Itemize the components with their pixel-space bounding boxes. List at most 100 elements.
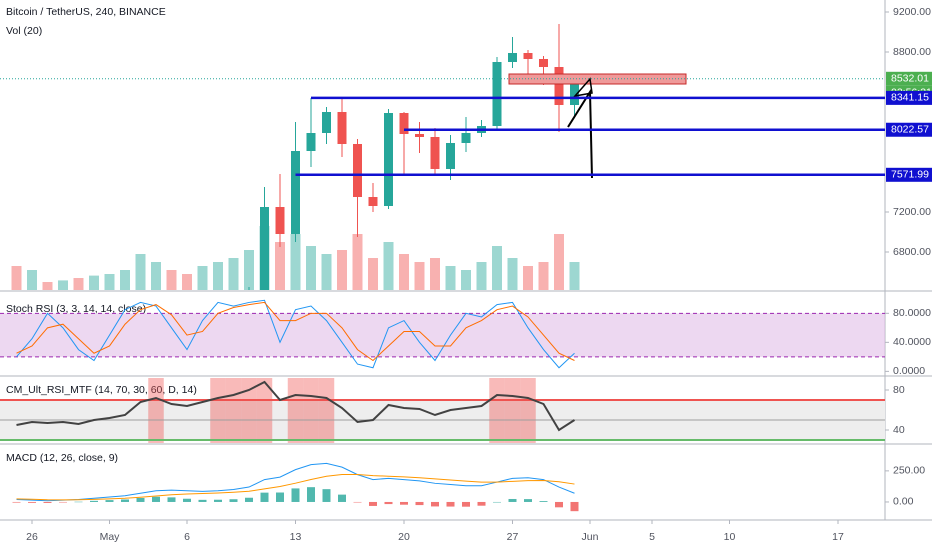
candle-body: [384, 113, 393, 206]
histogram-bar: [369, 501, 377, 506]
volume-bar: [213, 262, 223, 290]
volume-bar: [492, 246, 502, 290]
volume-bar: [507, 258, 518, 290]
level-box: [886, 90, 932, 105]
volume-bar: [569, 262, 580, 290]
volume-bar: [538, 262, 549, 290]
volume-bar: [306, 246, 316, 290]
main-pane: [11, 24, 580, 290]
volume-bar: [135, 254, 146, 290]
chart-title: Bitcoin / TetherUS, 240, BINANCE: [6, 6, 166, 18]
overbought-shade: [241, 378, 257, 443]
candle-body: [322, 112, 331, 133]
volume-bar: [104, 274, 115, 290]
histogram-bar: [291, 488, 300, 502]
stoch-band: [0, 313, 885, 357]
histogram-bar: [245, 497, 253, 502]
candle-body: [523, 53, 533, 59]
candle-body: [492, 62, 502, 126]
histogram-bar: [43, 501, 52, 503]
candle-body: [275, 207, 285, 234]
indicator-line: [16, 301, 575, 362]
last-price-label: 8532.01: [891, 73, 929, 85]
volume-bar: [383, 242, 394, 290]
histogram-bar: [508, 498, 517, 502]
histogram-bar: [462, 501, 470, 507]
volume-bar: [461, 270, 471, 290]
histogram-bar: [307, 487, 315, 502]
histogram-bar: [198, 499, 207, 502]
histogram-bar: [183, 498, 191, 502]
x-tick-label: 5: [649, 531, 655, 543]
candle-body: [570, 78, 579, 105]
volume-bar: [182, 274, 192, 290]
histogram-bar: [353, 501, 362, 503]
volume-bar: [89, 275, 99, 290]
histogram-bar: [446, 501, 455, 507]
level-label: 8022.57: [891, 124, 929, 136]
x-tick-label: 13: [290, 531, 302, 543]
level-box: [886, 122, 932, 137]
histogram-bar: [229, 499, 238, 502]
y-tick-label: 250.00: [893, 465, 925, 477]
x-tick-label: 17: [832, 531, 844, 543]
histogram-bar: [276, 492, 284, 502]
histogram-bar: [74, 501, 83, 503]
volume-bar: [151, 262, 161, 290]
histogram-bar: [400, 501, 408, 505]
histogram-bar: [59, 501, 67, 503]
histogram-bar: [415, 501, 424, 506]
volume-bar: [414, 262, 425, 290]
histogram-bar: [477, 501, 486, 506]
indicator-line: [16, 299, 575, 369]
candle-body: [399, 113, 409, 134]
volume-bar: [27, 270, 37, 290]
indicator-line: [16, 473, 575, 501]
y-tick-label: 9200.00: [893, 6, 931, 18]
histogram-bar: [214, 499, 222, 502]
y-tick-label: 40.0000: [893, 336, 931, 348]
histogram-bar: [570, 501, 579, 512]
histogram-bar: [105, 500, 114, 502]
volume-bar: [523, 266, 533, 290]
histogram-bar: [384, 501, 393, 505]
y-tick-label: 40: [893, 424, 905, 436]
volume-bar: [42, 282, 53, 290]
volume-bar: [290, 234, 301, 290]
candle-body: [337, 112, 347, 144]
overbought-shade: [520, 378, 536, 443]
overbought-shade: [504, 378, 521, 443]
volume-bar: [228, 258, 239, 290]
x-tick-label: May: [100, 531, 121, 543]
candle-body: [368, 197, 378, 206]
x-tick-label: 10: [724, 531, 736, 543]
volume-bar: [166, 270, 177, 290]
overbought-shade: [148, 378, 164, 443]
histogram-bar: [539, 501, 548, 502]
volume-bar: [275, 242, 285, 290]
volume-bar: [120, 270, 130, 290]
volume-bar: [58, 280, 68, 290]
histogram-bar: [136, 497, 145, 502]
candle-body: [446, 143, 455, 169]
y-tick-label: 80.0000: [893, 307, 931, 319]
candle-body: [554, 67, 564, 105]
volume-bar: [554, 234, 564, 290]
candle-body: [461, 133, 471, 143]
overbought-shade: [318, 378, 335, 443]
level-label: 8341.15: [891, 92, 929, 104]
candle-body: [306, 133, 316, 151]
histogram-bar: [28, 501, 36, 503]
level-label: 7571.99: [891, 169, 929, 181]
candle-body: [508, 53, 517, 62]
candle-body: [353, 144, 362, 197]
histogram-bar: [493, 501, 501, 503]
overbought-shade: [210, 378, 226, 443]
macd-title: MACD (12, 26, close, 9): [6, 452, 118, 464]
overbought-shade: [303, 378, 319, 443]
candle-body: [291, 151, 300, 234]
candle-body: [539, 59, 548, 67]
rsi-title: CM_Ult_RSI_MTF (14, 70, 30, 60, D, 14): [6, 384, 197, 396]
histogram-bar: [260, 492, 269, 502]
